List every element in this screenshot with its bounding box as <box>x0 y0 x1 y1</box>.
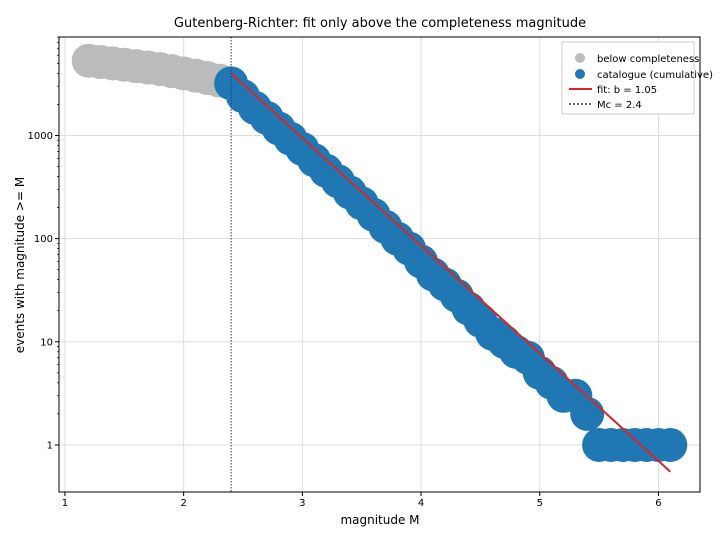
y-tick-label: 10 <box>40 337 53 348</box>
fit-line <box>230 72 671 473</box>
x-tick-label: 1 <box>62 498 68 509</box>
x-tick-label: 6 <box>655 498 661 509</box>
x-tick-label: 3 <box>299 498 305 509</box>
legend-label-catalogue: catalogue (cumulative) <box>597 70 713 81</box>
legend-box <box>561 41 695 115</box>
legend-label-fit: fit: b = 1.05 <box>597 85 657 96</box>
chart-title: Gutenberg-Richter: fit only above the co… <box>174 16 586 31</box>
data-point <box>653 427 688 462</box>
x-tick-label: 2 <box>180 498 186 509</box>
legend-label-mc: Mc = 2.4 <box>597 100 642 111</box>
x-axis-label: magnitude M <box>340 513 419 527</box>
legend: below completeness catalogue (cumulative… <box>561 41 713 115</box>
y-tick-label: 1000 <box>28 131 53 142</box>
x-tick-label: 5 <box>537 498 543 509</box>
y-tick-label: 100 <box>34 234 53 245</box>
legend-swatch-catalogue <box>575 69 585 79</box>
legend-label-below-completeness: below completeness <box>597 54 699 65</box>
plot-area: 1 2 3 4 5 6 1 10 100 1000 <box>28 36 701 509</box>
series-1 <box>214 66 688 462</box>
series-0 <box>71 43 237 98</box>
x-tick-label: 4 <box>418 498 424 509</box>
plot-content <box>71 37 688 492</box>
y-axis-label: events with magnitude >= M <box>13 177 27 354</box>
plot-frame <box>58 36 701 493</box>
legend-swatch-below-completeness <box>575 53 585 63</box>
data-point <box>570 396 605 431</box>
y-tick-label: 1 <box>47 440 53 451</box>
